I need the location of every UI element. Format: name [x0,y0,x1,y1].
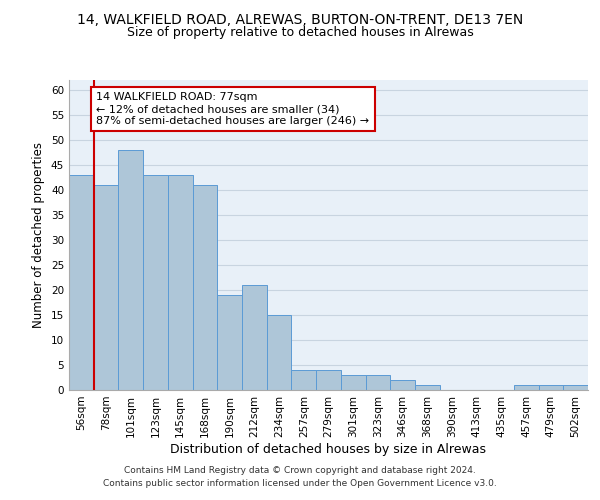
Text: 14 WALKFIELD ROAD: 77sqm
← 12% of detached houses are smaller (34)
87% of semi-d: 14 WALKFIELD ROAD: 77sqm ← 12% of detach… [96,92,370,126]
X-axis label: Distribution of detached houses by size in Alrewas: Distribution of detached houses by size … [170,442,487,456]
Text: Size of property relative to detached houses in Alrewas: Size of property relative to detached ho… [127,26,473,39]
Bar [118,150,143,390]
Bar [390,380,415,390]
Bar [292,370,316,390]
Bar [365,375,390,390]
Text: 14, WALKFIELD ROAD, ALREWAS, BURTON-ON-TRENT, DE13 7EN: 14, WALKFIELD ROAD, ALREWAS, BURTON-ON-T… [77,12,523,26]
Bar [539,385,563,390]
Bar [94,185,118,390]
Bar [563,385,588,390]
Bar [316,370,341,390]
Bar [217,295,242,390]
Bar [267,315,292,390]
Bar [514,385,539,390]
Bar [143,175,168,390]
Bar [69,175,94,390]
Bar [168,175,193,390]
Y-axis label: Number of detached properties: Number of detached properties [32,142,46,328]
Bar [242,285,267,390]
Bar [341,375,365,390]
Bar [415,385,440,390]
Bar [193,185,217,390]
Text: Contains HM Land Registry data © Crown copyright and database right 2024.
Contai: Contains HM Land Registry data © Crown c… [103,466,497,487]
